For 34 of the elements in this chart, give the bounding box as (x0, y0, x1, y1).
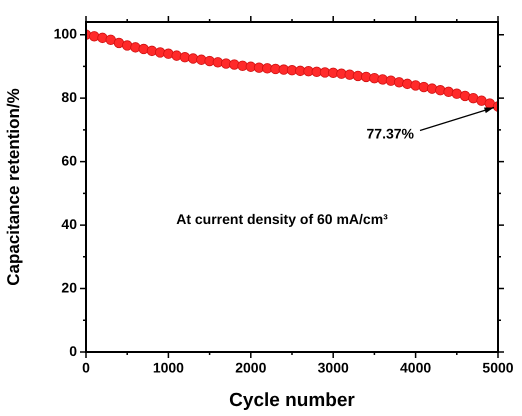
point (476, 95, 487, 106)
y-tick-label: 20 (61, 279, 78, 296)
point (443, 86, 454, 98)
point (163, 48, 174, 59)
point (452, 88, 462, 99)
point (410, 80, 421, 91)
y-axis-title: Capacitance retention/% (4, 88, 23, 286)
point (344, 69, 355, 80)
x-tick-label: 5000 (482, 359, 514, 376)
point (394, 77, 404, 88)
point (468, 92, 478, 104)
point (460, 90, 470, 102)
point (122, 40, 132, 51)
y-tick-label: 100 (54, 26, 78, 42)
x-tick-label: 0 (82, 359, 90, 376)
point (114, 38, 124, 48)
y-tick-label: 80 (61, 89, 78, 106)
y-tick-label: 60 (61, 152, 78, 168)
y-tick-label: 40 (61, 216, 78, 232)
x-tick-label: 1000 (152, 359, 184, 376)
point (89, 31, 100, 42)
y-tick-label: 0 (69, 342, 78, 359)
point (426, 83, 438, 94)
annotation: At current density of 60 mA/cm³ (176, 210, 388, 227)
x-tick-label: 3000 (318, 359, 349, 376)
point (106, 34, 116, 45)
x-axis-title: Cycle number (229, 390, 356, 411)
x-tick-label: 2000 (235, 359, 267, 376)
point (138, 44, 149, 54)
point (328, 68, 338, 78)
annotation: 77.37% (366, 125, 415, 142)
point (146, 46, 158, 56)
x-tick-label: 4000 (400, 359, 432, 376)
point (171, 50, 182, 61)
